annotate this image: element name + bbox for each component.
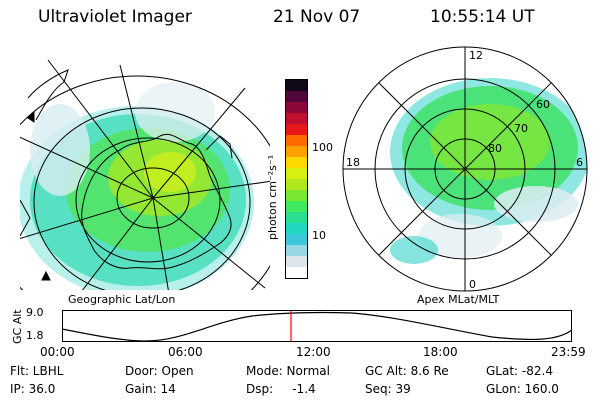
colorbar-segment [286, 113, 307, 124]
aurora-faint-region [30, 104, 90, 196]
mlt-label-0: 0 [469, 278, 476, 291]
colorbar-segment [286, 157, 307, 168]
coastline-outline [20, 199, 31, 237]
mode-readout: Mode: Normal [246, 364, 330, 378]
aurora-faint-region [418, 214, 502, 258]
timeline-xtick-1200: 12:00 [296, 345, 331, 359]
mlt-label-12: 12 [469, 49, 483, 62]
colorbar-segment [286, 212, 307, 223]
colorbar-segment [286, 80, 307, 91]
colorbar-scale [285, 79, 308, 279]
colorbar-segment [286, 245, 307, 256]
orbit-altitude-timeline [62, 310, 572, 342]
geographic-map [20, 59, 270, 290]
mlt-label-18: 18 [346, 156, 360, 169]
glon-readout: GLon: 160.0 [486, 382, 559, 396]
door-readout: Door: Open [125, 364, 194, 378]
gc-alt-readout: GC Alt: 8.6 Re [365, 364, 449, 378]
colorbar-segment [286, 234, 307, 245]
timeline-ytick-top: 9.0 [26, 306, 44, 319]
ip-readout: IP: 36.0 [10, 382, 56, 396]
mlt-grid [343, 47, 587, 291]
mlat-label-80: 80 [488, 142, 502, 155]
coastline-outline [27, 69, 69, 121]
filter-readout: Flt: LBHL [10, 364, 64, 378]
colorbar-segment [286, 124, 307, 135]
observation-date: 21 Nov 07 [273, 7, 361, 27]
colorbar-tick-10: 10 [312, 229, 326, 242]
colorbar-segment [286, 256, 307, 267]
seq-readout: Seq: 39 [365, 382, 411, 396]
instrument-title: Ultraviolet Imager [38, 7, 192, 27]
colorbar-segment [286, 267, 307, 278]
geographic-map-label: Geographic Lat/Lon [68, 293, 176, 306]
colorbar-segment [286, 146, 307, 157]
timeline-xtick-2359: 23:59 [551, 345, 586, 359]
altitude-curve [62, 311, 572, 342]
timeline-ytick-bottom: 1.8 [26, 329, 44, 342]
colorbar-segment [286, 135, 307, 146]
mlt-label-6: 6 [576, 156, 583, 169]
aurora-faint-region [494, 186, 578, 222]
direction-ticks [27, 110, 51, 281]
coastline-outline [205, 135, 233, 159]
observation-time: 10:55:14 UT [430, 7, 535, 27]
colorbar-unit-label: photon cm⁻²s⁻¹ [266, 154, 279, 240]
colorbar-segment [286, 168, 307, 179]
colorbar-segment [286, 179, 307, 190]
timeline-xtick-1800: 18:00 [423, 345, 458, 359]
colorbar-segment [286, 190, 307, 201]
timeline-xtick-0600: 06:00 [168, 345, 203, 359]
coastline-outline [81, 133, 232, 270]
latitude-grid [20, 75, 270, 290]
mlat-label-60: 60 [536, 98, 550, 111]
colorbar-tick-100: 100 [312, 141, 333, 154]
timeline-xtick-0000: 00:00 [40, 345, 75, 359]
mlat-label-70: 70 [514, 122, 528, 135]
colorbar-segment [286, 102, 307, 113]
colorbar-segment [286, 201, 307, 212]
magnetic-map-label: Apex MLat/MLT [417, 293, 500, 306]
dsp-readout: Dsp: -1.4 [246, 382, 316, 396]
glat-readout: GLat: -82.4 [486, 364, 553, 378]
timeline-ylabel: GC Alt [11, 309, 24, 344]
colorbar-segment [286, 91, 307, 102]
colorbar-segment [286, 223, 307, 234]
aurora-faint-region [390, 236, 438, 264]
magnetic-polar-plot: 12 18 6 0 60 70 80 [342, 46, 588, 292]
gain-readout: Gain: 14 [125, 382, 176, 396]
aurora-bright [430, 104, 550, 180]
